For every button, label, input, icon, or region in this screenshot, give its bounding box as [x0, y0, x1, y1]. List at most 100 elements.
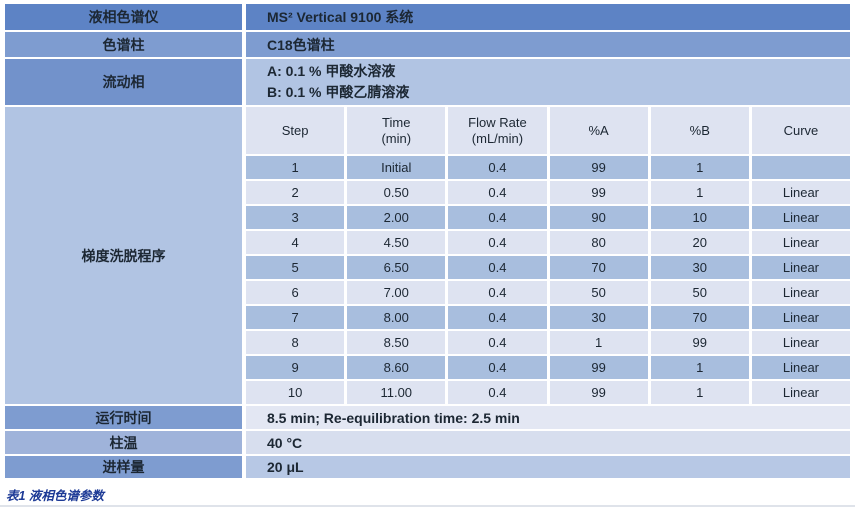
- run-time-value: 8.5 min; Re-equilibration time: 2.5 min: [246, 406, 850, 429]
- gradient-cell-flow: 0.4: [448, 281, 547, 304]
- gradient-row-9: 9 8.60 0.4 99 1 Linear: [246, 356, 851, 379]
- gradient-cell-time: 11.00: [347, 381, 446, 404]
- gradient-cell-flow: 0.4: [448, 156, 547, 179]
- gradient-header-curve: Curve: [751, 107, 851, 154]
- gradient-row-8: 8 8.50 0.4 1 99 Linear: [246, 331, 851, 354]
- instrument-value: MS² Vertical 9100 系统: [246, 4, 850, 30]
- instrument-label: 液相色谱仪: [5, 4, 242, 30]
- gradient-cell-pct_b: 30: [650, 256, 749, 279]
- mobile-phase-label: 流动相: [5, 59, 242, 105]
- gradient-cell-pct_a: 99: [549, 181, 648, 204]
- gradient-cell-pct_a: 50: [549, 281, 648, 304]
- gradient-cell-flow: 0.4: [448, 256, 547, 279]
- gradient-cell-step: 4: [246, 231, 345, 254]
- gradient-header-time: Time (min): [347, 107, 446, 154]
- gradient-cell-step: 7: [246, 306, 345, 329]
- gradient-cell-step: 5: [246, 256, 345, 279]
- gradient-cell-pct_a: 1: [549, 331, 648, 354]
- gradient-header-flow-rate: Flow Rate (mL/min): [448, 107, 547, 154]
- gradient-cell-flow: 0.4: [448, 356, 547, 379]
- row-gradient-program: 梯度洗脱程序 Step Time (min) Flow Rate (mL/min) …: [5, 107, 851, 404]
- gradient-cell-curve: Linear: [751, 306, 851, 329]
- row-mobile-phase: 流动相 A: 0.1 % 甲酸水溶液 B: 0.1 % 甲酸乙腈溶液: [5, 59, 850, 105]
- gradient-cell-pct_a: 90: [549, 206, 648, 229]
- gradient-cell-flow: 0.4: [448, 181, 547, 204]
- gradient-cell-curve: Linear: [751, 381, 851, 404]
- gradient-cell-time: 8.00: [347, 306, 446, 329]
- gradient-header-pct-a: %A: [549, 107, 648, 154]
- gradient-cell-flow: 0.4: [448, 231, 547, 254]
- gradient-cell-step: 10: [246, 381, 345, 404]
- gradient-cell-pct_b: 70: [650, 306, 749, 329]
- row-injection-volume: 进样量 20 μL: [5, 456, 850, 478]
- gradient-cell-pct_a: 99: [549, 156, 648, 179]
- column-value: C18色谱柱: [246, 32, 850, 57]
- gradient-cell-time: 0.50: [347, 181, 446, 204]
- bottom-rule: [0, 505, 855, 507]
- gradient-row-7: 7 8.00 0.4 30 70 Linear: [246, 306, 851, 329]
- gradient-row-4: 4 4.50 0.4 80 20 Linear: [246, 231, 851, 254]
- row-column-temp: 柱温 40 °C: [5, 431, 850, 454]
- gradient-cell-pct_b: 1: [650, 156, 749, 179]
- gradient-cell-curve: Linear: [751, 356, 851, 379]
- gradient-cell-flow: 0.4: [448, 306, 547, 329]
- gradient-row-3: 3 2.00 0.4 90 10 Linear: [246, 206, 851, 229]
- gradient-row-2: 2 0.50 0.4 99 1 Linear: [246, 181, 851, 204]
- mobile-phase-line-a: A: 0.1 % 甲酸水溶液: [267, 63, 396, 79]
- gradient-cell-step: 8: [246, 331, 345, 354]
- gradient-cell-step: 9: [246, 356, 345, 379]
- gradient-cell-pct_b: 20: [650, 231, 749, 254]
- gradient-table: Step Time (min) Flow Rate (mL/min) %A %B C…: [246, 107, 851, 404]
- gradient-cell-step: 1: [246, 156, 345, 179]
- gradient-header-step: Step: [246, 107, 345, 154]
- gradient-cell-pct_a: 70: [549, 256, 648, 279]
- gradient-cell-curve: Linear: [751, 231, 851, 254]
- gradient-cell-curve: Linear: [751, 206, 851, 229]
- gradient-cell-pct_a: 99: [549, 381, 648, 404]
- run-time-label: 运行时间: [5, 406, 242, 429]
- gradient-cell-curve: Linear: [751, 256, 851, 279]
- gradient-cell-curve: Linear: [751, 181, 851, 204]
- gradient-cell-time: Initial: [347, 156, 446, 179]
- row-run-time: 运行时间 8.5 min; Re-equilibration time: 2.5…: [5, 406, 850, 429]
- gradient-cell-flow: 0.4: [448, 206, 547, 229]
- gradient-row-6: 6 7.00 0.4 50 50 Linear: [246, 281, 851, 304]
- gradient-cell-time: 4.50: [347, 231, 446, 254]
- gradient-cell-time: 7.00: [347, 281, 446, 304]
- gradient-row-1: 1 Initial 0.4 99 1: [246, 156, 851, 179]
- gradient-row-5: 5 6.50 0.4 70 30 Linear: [246, 256, 851, 279]
- gradient-cell-pct_b: 99: [650, 331, 749, 354]
- gradient-cell-pct_b: 1: [650, 381, 749, 404]
- column-label: 色谱柱: [5, 32, 242, 57]
- injection-volume-label: 进样量: [5, 456, 242, 478]
- row-instrument: 液相色谱仪 MS² Vertical 9100 系统: [5, 4, 850, 30]
- gradient-cell-pct_a: 99: [549, 356, 648, 379]
- gradient-cell-step: 6: [246, 281, 345, 304]
- gradient-cell-curve: [751, 156, 851, 179]
- gradient-cell-pct_b: 10: [650, 206, 749, 229]
- mobile-phase-value: A: 0.1 % 甲酸水溶液 B: 0.1 % 甲酸乙腈溶液: [246, 59, 850, 105]
- gradient-cell-pct_a: 30: [549, 306, 648, 329]
- gradient-header-pct-b: %B: [650, 107, 749, 154]
- gradient-cell-time: 8.60: [347, 356, 446, 379]
- row-column: 色谱柱 C18色谱柱: [5, 32, 850, 57]
- injection-volume-value: 20 μL: [246, 456, 850, 478]
- gradient-cell-flow: 0.4: [448, 381, 547, 404]
- gradient-cell-flow: 0.4: [448, 331, 547, 354]
- gradient-cell-pct_b: 50: [650, 281, 749, 304]
- gradient-header-row: Step Time (min) Flow Rate (mL/min) %A %B C…: [246, 107, 851, 154]
- gradient-cell-time: 2.00: [347, 206, 446, 229]
- gradient-cell-pct_a: 80: [549, 231, 648, 254]
- gradient-row-10: 10 11.00 0.4 99 1 Linear: [246, 381, 851, 404]
- lc-parameters-table: 液相色谱仪 MS² Vertical 9100 系统 色谱柱 C18色谱柱 流动…: [5, 4, 851, 478]
- gradient-cell-step: 2: [246, 181, 345, 204]
- gradient-cell-time: 8.50: [347, 331, 446, 354]
- gradient-cell-pct_b: 1: [650, 356, 749, 379]
- column-temp-value: 40 °C: [246, 431, 850, 454]
- gradient-cell-pct_b: 1: [650, 181, 749, 204]
- gradient-cell-curve: Linear: [751, 331, 851, 354]
- gradient-rows: 1 Initial 0.4 99 1 2 0.50 0.4 99 1 Linear 3 2.00 0.4 9…: [246, 156, 851, 404]
- mobile-phase-line-b: B: 0.1 % 甲酸乙腈溶液: [267, 84, 410, 100]
- gradient-cell-curve: Linear: [751, 281, 851, 304]
- gradient-cell-time: 6.50: [347, 256, 446, 279]
